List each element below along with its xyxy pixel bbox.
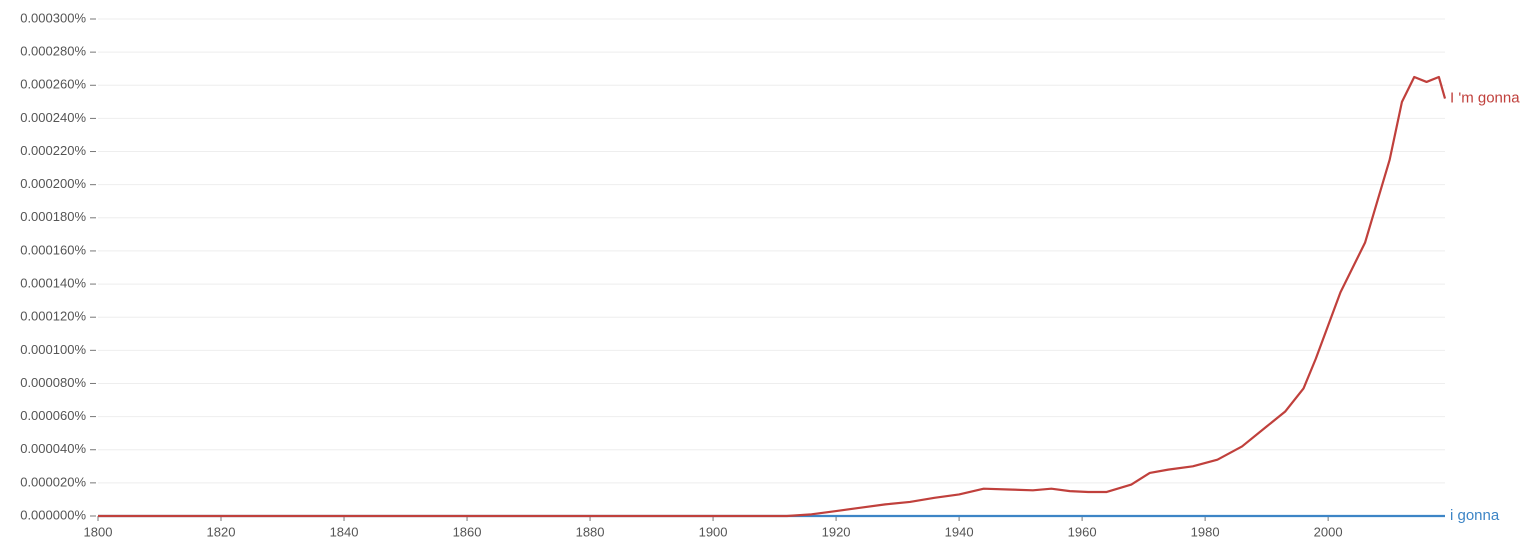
x-tick-label: 1820 — [207, 524, 236, 539]
x-tick-label: 1800 — [84, 524, 113, 539]
y-tick-label: 0.000100% — [20, 342, 86, 357]
y-tick-label: 0.000200% — [20, 176, 86, 191]
y-tick-label: 0.000000% — [20, 507, 86, 522]
x-tick-label: 1940 — [945, 524, 974, 539]
y-tick-label: 0.000300% — [20, 10, 86, 25]
y-tick-label: 0.000240% — [20, 110, 86, 125]
y-tick-label: 0.000180% — [20, 209, 86, 224]
y-tick-label: 0.000080% — [20, 375, 86, 390]
y-tick-label: 0.000280% — [20, 44, 86, 59]
y-tick-label: 0.000160% — [20, 242, 86, 257]
y-tick-label: 0.000220% — [20, 143, 86, 158]
y-tick-label: 0.000040% — [20, 441, 86, 456]
series-label: i gonna — [1450, 507, 1500, 524]
x-tick-label: 1840 — [330, 524, 359, 539]
x-tick-label: 1920 — [822, 524, 851, 539]
x-tick-label: 1960 — [1068, 524, 1097, 539]
x-tick-label: 1980 — [1191, 524, 1220, 539]
x-tick-label: 1880 — [576, 524, 605, 539]
series-line — [98, 75, 1447, 518]
series-label: I 'm gonna — [1450, 89, 1520, 106]
y-tick-label: 0.000120% — [20, 309, 86, 324]
x-tick-label: 1900 — [699, 524, 728, 539]
x-tick-label: 2000 — [1314, 524, 1343, 539]
y-tick-label: 0.000140% — [20, 276, 86, 291]
y-tick-label: 0.000260% — [20, 77, 86, 92]
x-tick-label: 1860 — [453, 524, 482, 539]
y-tick-label: 0.000060% — [20, 408, 86, 423]
y-tick-label: 0.000020% — [20, 474, 86, 489]
